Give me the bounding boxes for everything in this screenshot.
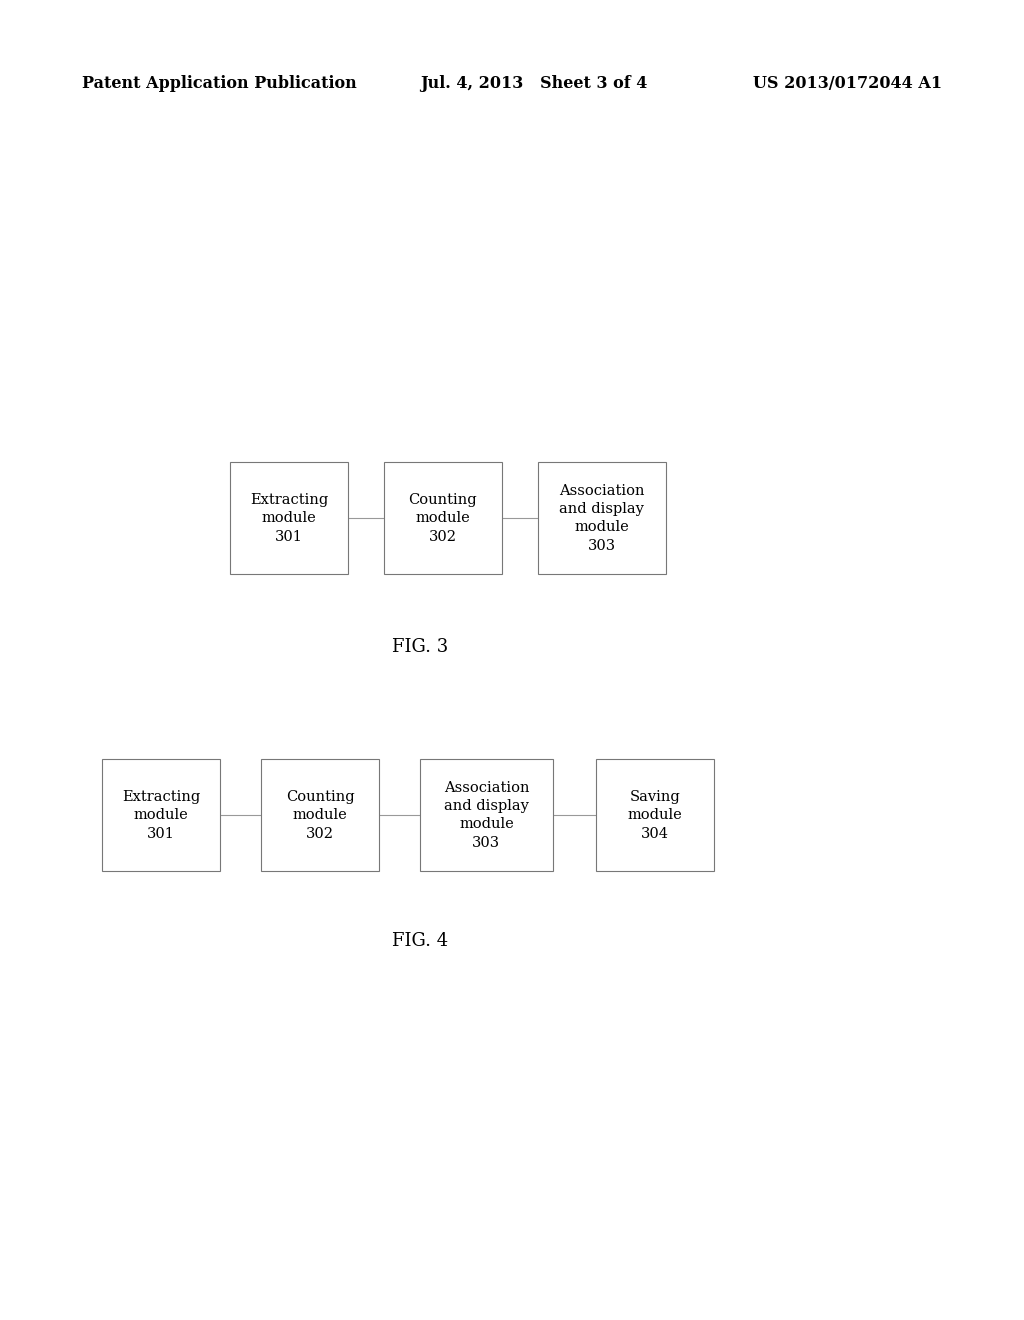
Bar — [420, 759, 553, 871]
Bar — [596, 759, 714, 871]
Text: Counting
module
302: Counting module 302 — [286, 789, 354, 841]
Text: FIG. 4: FIG. 4 — [392, 932, 447, 950]
Text: Saving
module
304: Saving module 304 — [628, 789, 682, 841]
Text: Association
and display
module
303: Association and display module 303 — [443, 780, 529, 850]
Bar — [538, 462, 666, 574]
Text: US 2013/0172044 A1: US 2013/0172044 A1 — [753, 75, 942, 92]
Text: Patent Application Publication: Patent Application Publication — [82, 75, 356, 92]
Text: Extracting
module
301: Extracting module 301 — [250, 492, 329, 544]
Bar — [230, 462, 348, 574]
Bar — [102, 759, 220, 871]
Bar — [261, 759, 379, 871]
Text: Jul. 4, 2013   Sheet 3 of 4: Jul. 4, 2013 Sheet 3 of 4 — [420, 75, 647, 92]
Bar — [384, 462, 502, 574]
Text: Counting
module
302: Counting module 302 — [409, 492, 477, 544]
Text: Extracting
module
301: Extracting module 301 — [122, 789, 201, 841]
Text: Association
and display
module
303: Association and display module 303 — [559, 483, 644, 553]
Text: FIG. 3: FIG. 3 — [392, 638, 447, 656]
